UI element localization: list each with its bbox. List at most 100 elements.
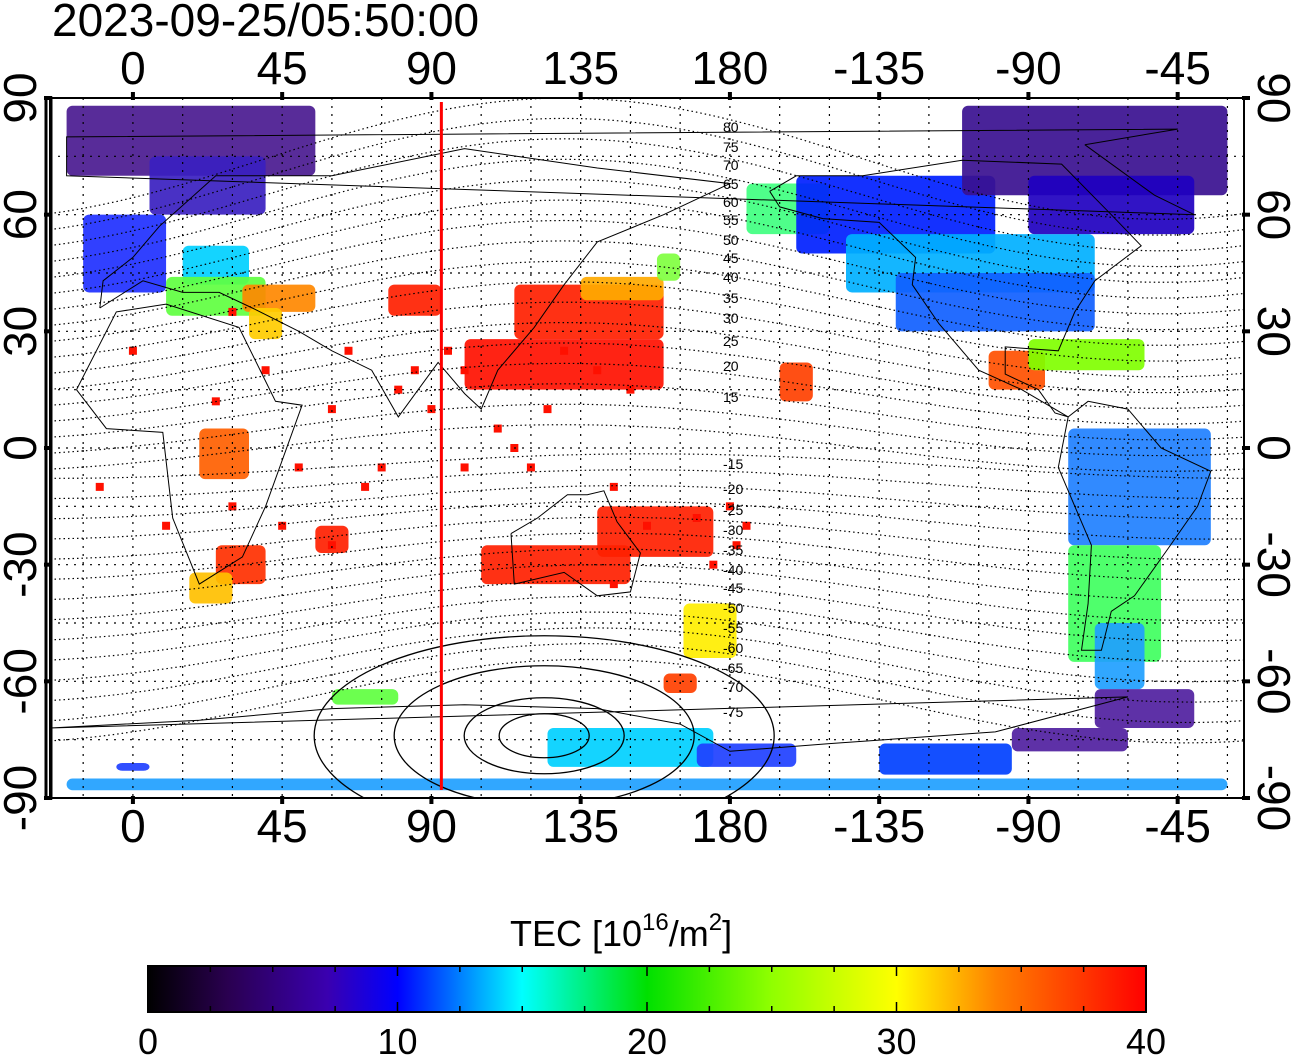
contour-line [50,469,1244,500]
frame-ticks [44,92,1250,804]
tec-blob [1094,689,1195,728]
left-tick [44,562,52,567]
coastlines [50,128,1212,752]
tec-sample [427,405,436,414]
tec-blob [199,428,249,480]
tec-sample [95,482,104,491]
bottom-tick [280,796,285,804]
contour-line [50,500,1244,540]
contour-value-label: 20 [723,358,739,374]
tec-blob [242,284,316,312]
tec-sample [609,580,618,589]
tec-sample [410,366,419,375]
top-longitude-label: 0 [120,42,146,94]
contour-line [50,219,1244,315]
tec-sample [228,307,237,316]
tec-sample [609,482,618,491]
top-tick [578,92,583,100]
top-tick [1026,92,1031,100]
contour-line [50,260,1244,346]
contour-line [50,658,1244,744]
colorbar-tick-label: 40 [1126,1021,1166,1057]
tec-sample [709,560,718,569]
tec-blob [895,273,1095,332]
tec-blob [779,362,813,402]
right-latitude-label: 0 [1248,435,1294,461]
contour-value-label: -65 [723,660,743,676]
bottom-tick [1026,796,1031,804]
left-latitude-label: 90 [0,72,46,123]
contour-value-label: 45 [723,250,739,266]
contour-value-label: 25 [723,333,739,349]
top-longitude-label: 90 [406,42,457,94]
left-latitude-label: 0 [0,435,46,461]
right-tick [1242,446,1250,450]
tec-blob [879,743,1012,775]
tec-blob [331,689,399,705]
right-tick [1242,562,1250,567]
tec-sample [460,366,469,375]
contour-value-label: 35 [723,290,739,306]
contour-lines [50,98,1244,798]
contour-value-label: -50 [723,600,743,616]
right-latitude-label: -30 [1248,531,1294,597]
colorbar-tick-label: 20 [627,1021,667,1057]
right-latitude-labels: 90 60 30 0 -30 -60 -90 [1248,72,1294,831]
tec-blob [796,175,996,254]
tec-sample [493,424,502,433]
tec-sample [593,366,602,375]
tec-sample [626,385,635,394]
contour-line [50,117,1244,236]
contour-value-label: -35 [723,542,743,558]
contour-ring [313,635,775,798]
contour-line [50,548,1244,601]
tec-sample [543,405,552,414]
tec-sample [162,521,171,530]
tec-blob [597,506,714,557]
contour-value-label: 80 [723,119,739,135]
top-longitude-labels: 0 45 90 135 180 -135 -90 -45 [120,42,1211,94]
left-latitude-label: 60 [0,189,46,240]
contour-value-label: -70 [723,679,743,695]
right-tick [1242,796,1250,800]
tec-sample [294,463,303,472]
right-tick [1242,212,1250,217]
contour-value-label: 65 [723,176,739,192]
coastline [99,148,732,418]
tec-sample [327,541,336,550]
tec-sample [261,366,270,375]
colorbar-tick-label: 10 [377,1021,417,1057]
right-latitude-label: 60 [1248,189,1294,240]
contour-ring [463,697,625,775]
bottom-longitude-labels: 0 45 90 135 180 -135 -90 -45 [120,800,1211,852]
tec-blob [580,276,664,301]
contour-value-label: -45 [723,580,743,596]
left-latitude-label: -60 [0,648,46,714]
contour-value-label: -55 [723,620,743,636]
bottom-longitude-label: 0 [120,800,146,852]
bottom-longitude-label: 180 [692,800,769,852]
contour-value-label: 40 [723,269,739,285]
tec-blob [683,603,737,658]
contour-line [50,611,1244,683]
bottom-longitude-label: 45 [257,800,308,852]
bottom-tick [130,796,135,804]
top-longitude-label: 45 [257,42,308,94]
tec-sample [643,521,651,530]
coastline [1057,400,1212,651]
tec-data-layer [66,105,1228,791]
contour-line [50,532,1244,581]
contour-line [50,158,1244,268]
colorbar-tick-label: 0 [138,1021,158,1057]
tec-sample [128,346,137,355]
tec-blob [388,284,442,316]
contour-value-label: 60 [723,194,739,210]
timestamp-label: 2023-09-25/05:50:00 [52,0,479,46]
bottom-longitude-label: -135 [833,800,925,852]
tec-sample [460,463,469,472]
tec-blob [1068,428,1211,546]
top-longitude-label: -135 [833,42,925,94]
frame-left-bar [44,96,53,800]
contour-line [50,643,1244,724]
